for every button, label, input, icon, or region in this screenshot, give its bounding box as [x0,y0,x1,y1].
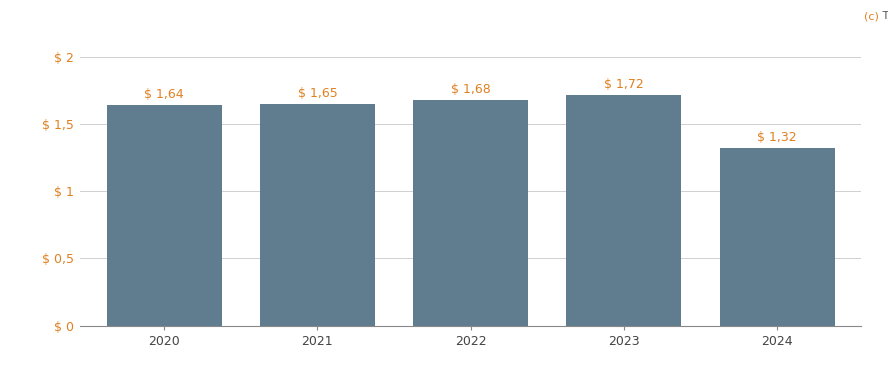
Text: $ 1,65: $ 1,65 [297,87,337,100]
Text: $ 1,64: $ 1,64 [145,88,184,101]
Text: $ 1,68: $ 1,68 [451,83,490,96]
Text: $ 1,72: $ 1,72 [604,78,644,91]
Text: Trivano.com: Trivano.com [879,11,888,21]
Bar [567,95,681,326]
Bar [413,100,528,326]
Bar [260,104,375,326]
Bar [719,148,835,326]
Text: $ 1,32: $ 1,32 [757,131,797,144]
Text: (c): (c) [864,11,879,21]
Bar [107,105,222,326]
